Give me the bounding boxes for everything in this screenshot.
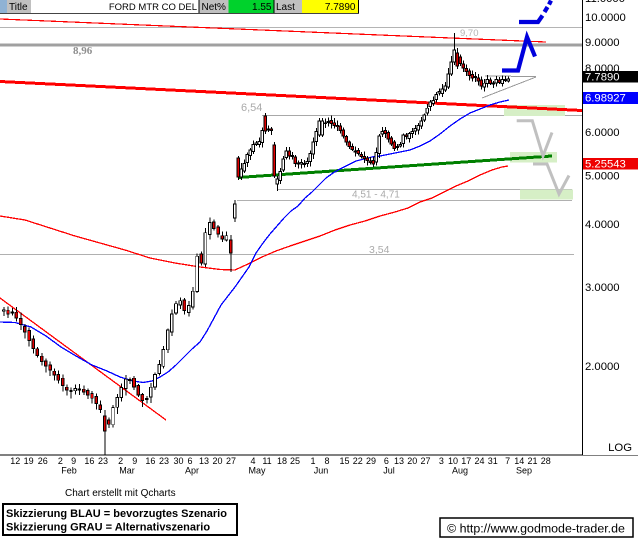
svg-text:May: May bbox=[248, 466, 266, 476]
svg-text:24: 24 bbox=[474, 456, 484, 466]
svg-text:30: 30 bbox=[173, 456, 183, 466]
svg-text:20: 20 bbox=[212, 456, 222, 466]
svg-text:14: 14 bbox=[514, 456, 524, 466]
svg-text:28: 28 bbox=[541, 456, 551, 466]
svg-text:15: 15 bbox=[339, 456, 349, 466]
svg-text:Mar: Mar bbox=[119, 466, 135, 476]
svg-text:LOG: LOG bbox=[608, 442, 632, 454]
svg-text:Jun: Jun bbox=[314, 466, 329, 476]
svg-text:Feb: Feb bbox=[61, 466, 77, 476]
svg-text:11.0000: 11.0000 bbox=[585, 0, 625, 5]
svg-text:6: 6 bbox=[187, 456, 192, 466]
svg-text:2: 2 bbox=[118, 456, 123, 466]
svg-text:12: 12 bbox=[10, 456, 20, 466]
svg-text:13: 13 bbox=[199, 456, 209, 466]
svg-text:Aug: Aug bbox=[452, 466, 468, 476]
svg-text:31: 31 bbox=[488, 456, 498, 466]
svg-text:13: 13 bbox=[394, 456, 404, 466]
svg-text:8: 8 bbox=[324, 456, 329, 466]
svg-text:9: 9 bbox=[132, 456, 137, 466]
svg-text:Net%: Net% bbox=[202, 2, 227, 13]
svg-text:29: 29 bbox=[366, 456, 376, 466]
svg-text:18: 18 bbox=[277, 456, 287, 466]
svg-text:Chart erstellt mit Qcharts: Chart erstellt mit Qcharts bbox=[65, 488, 176, 499]
svg-text:27: 27 bbox=[420, 456, 430, 466]
svg-text:11: 11 bbox=[262, 456, 271, 466]
svg-text:9: 9 bbox=[71, 456, 76, 466]
svg-text:27: 27 bbox=[226, 456, 236, 466]
svg-text:16: 16 bbox=[84, 456, 94, 466]
svg-text:Title: Title bbox=[9, 2, 28, 13]
svg-text:1: 1 bbox=[310, 456, 315, 466]
svg-text:26: 26 bbox=[38, 456, 48, 466]
svg-text:21: 21 bbox=[527, 456, 537, 466]
svg-text:23: 23 bbox=[98, 456, 108, 466]
svg-text:3: 3 bbox=[439, 456, 444, 466]
svg-text:23: 23 bbox=[159, 456, 169, 466]
svg-text:10.0000: 10.0000 bbox=[585, 12, 626, 24]
svg-text:© http://www.godmode-trader.de: © http://www.godmode-trader.de bbox=[447, 522, 625, 536]
svg-text:FORD MTR CO DEL: FORD MTR CO DEL bbox=[109, 2, 197, 13]
svg-text:Jul: Jul bbox=[383, 466, 395, 476]
svg-text:6,54: 6,54 bbox=[241, 102, 262, 114]
svg-text:6.0000: 6.0000 bbox=[585, 127, 620, 139]
svg-text:5.25543: 5.25543 bbox=[585, 159, 626, 171]
svg-text:7.7890: 7.7890 bbox=[325, 2, 356, 13]
svg-text:3,54: 3,54 bbox=[369, 244, 390, 256]
svg-text:9.0000: 9.0000 bbox=[585, 37, 620, 49]
svg-text:1.55: 1.55 bbox=[252, 2, 272, 13]
svg-text:9,70: 9,70 bbox=[460, 28, 479, 39]
svg-text:17: 17 bbox=[461, 456, 471, 466]
svg-text:2.0000: 2.0000 bbox=[585, 361, 620, 373]
svg-text:Last: Last bbox=[276, 2, 295, 13]
svg-text:3.0000: 3.0000 bbox=[585, 282, 620, 294]
svg-text:22: 22 bbox=[353, 456, 363, 466]
svg-text:2: 2 bbox=[58, 456, 63, 466]
svg-text:4,51 - 4,71: 4,51 - 4,71 bbox=[352, 190, 400, 201]
svg-text:Skizzierung GRAU = Alternativs: Skizzierung GRAU = Alternativszenario bbox=[6, 522, 210, 534]
svg-text:4: 4 bbox=[250, 456, 255, 466]
svg-text:8,96: 8,96 bbox=[73, 45, 93, 57]
svg-text:7: 7 bbox=[505, 456, 510, 466]
svg-text:25: 25 bbox=[290, 456, 300, 466]
svg-text:5.0000: 5.0000 bbox=[585, 171, 620, 183]
svg-text:Sep: Sep bbox=[516, 466, 532, 476]
svg-text:Apr: Apr bbox=[185, 466, 199, 476]
svg-text:19: 19 bbox=[24, 456, 34, 466]
svg-text:20: 20 bbox=[407, 456, 417, 466]
svg-text:4.0000: 4.0000 bbox=[585, 219, 620, 231]
svg-text:7.7890: 7.7890 bbox=[585, 72, 620, 84]
svg-text:6: 6 bbox=[384, 456, 389, 466]
svg-text:6.98927: 6.98927 bbox=[585, 93, 626, 105]
svg-text:10: 10 bbox=[448, 456, 458, 466]
svg-text:Skizzierung BLAU = bevorzugtes: Skizzierung BLAU = bevorzugtes Szenario bbox=[6, 508, 227, 520]
svg-text:16: 16 bbox=[145, 456, 155, 466]
